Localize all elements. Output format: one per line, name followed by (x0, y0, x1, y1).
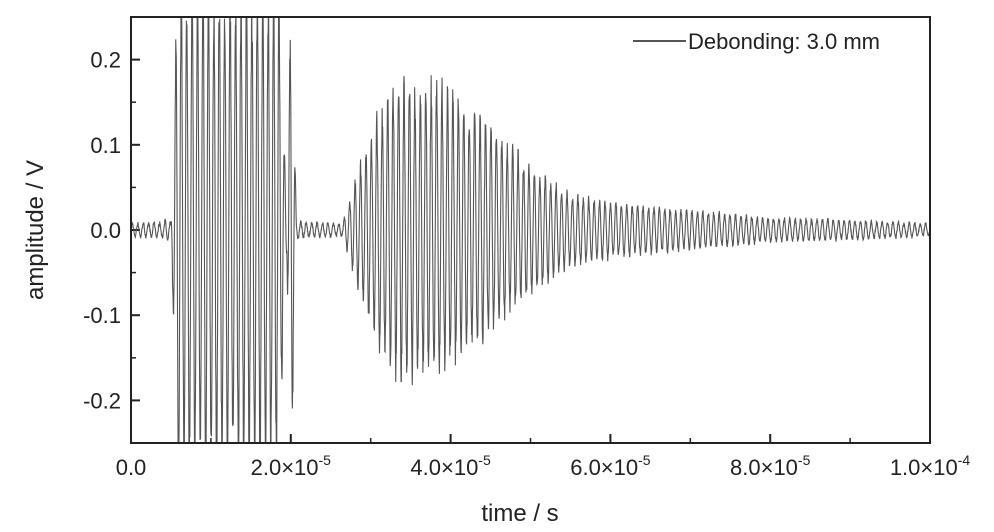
x-tick-label: 0.0 (116, 455, 147, 480)
x-tick-label: 1.0×10-4 (890, 452, 971, 480)
y-axis-ticks: 0.2 0.1 0.0 -0.1 -0.2 (83, 16, 140, 444)
x-tick-label: 2.0×10-5 (251, 452, 332, 480)
x-tick-label: 6.0×10-5 (570, 452, 651, 480)
waveform-line (131, 17, 930, 443)
y-tick-label: 0.0 (90, 218, 121, 243)
legend-label: Debonding: 3.0 mm (688, 29, 880, 54)
y-tick-label: 0.1 (90, 133, 121, 158)
y-tick-label: -0.1 (83, 303, 121, 328)
y-tick-label: 0.2 (90, 48, 121, 73)
x-tick-label: 4.0×10-5 (410, 452, 491, 480)
x-axis-ticks: 0.0 2.0×10-5 4.0×10-5 6.0×10-5 8.0×10-5 1.0×1… (116, 434, 971, 480)
legend: Debonding: 3.0 mm (633, 29, 880, 54)
plot-frame (130, 16, 931, 444)
x-tick-label: 8.0×10-5 (730, 452, 811, 480)
x-axis-title: time / s (481, 500, 558, 527)
y-axis-title: amplitude / V (22, 160, 49, 300)
y-tick-label: -0.2 (83, 388, 121, 413)
series-layer (131, 17, 930, 443)
